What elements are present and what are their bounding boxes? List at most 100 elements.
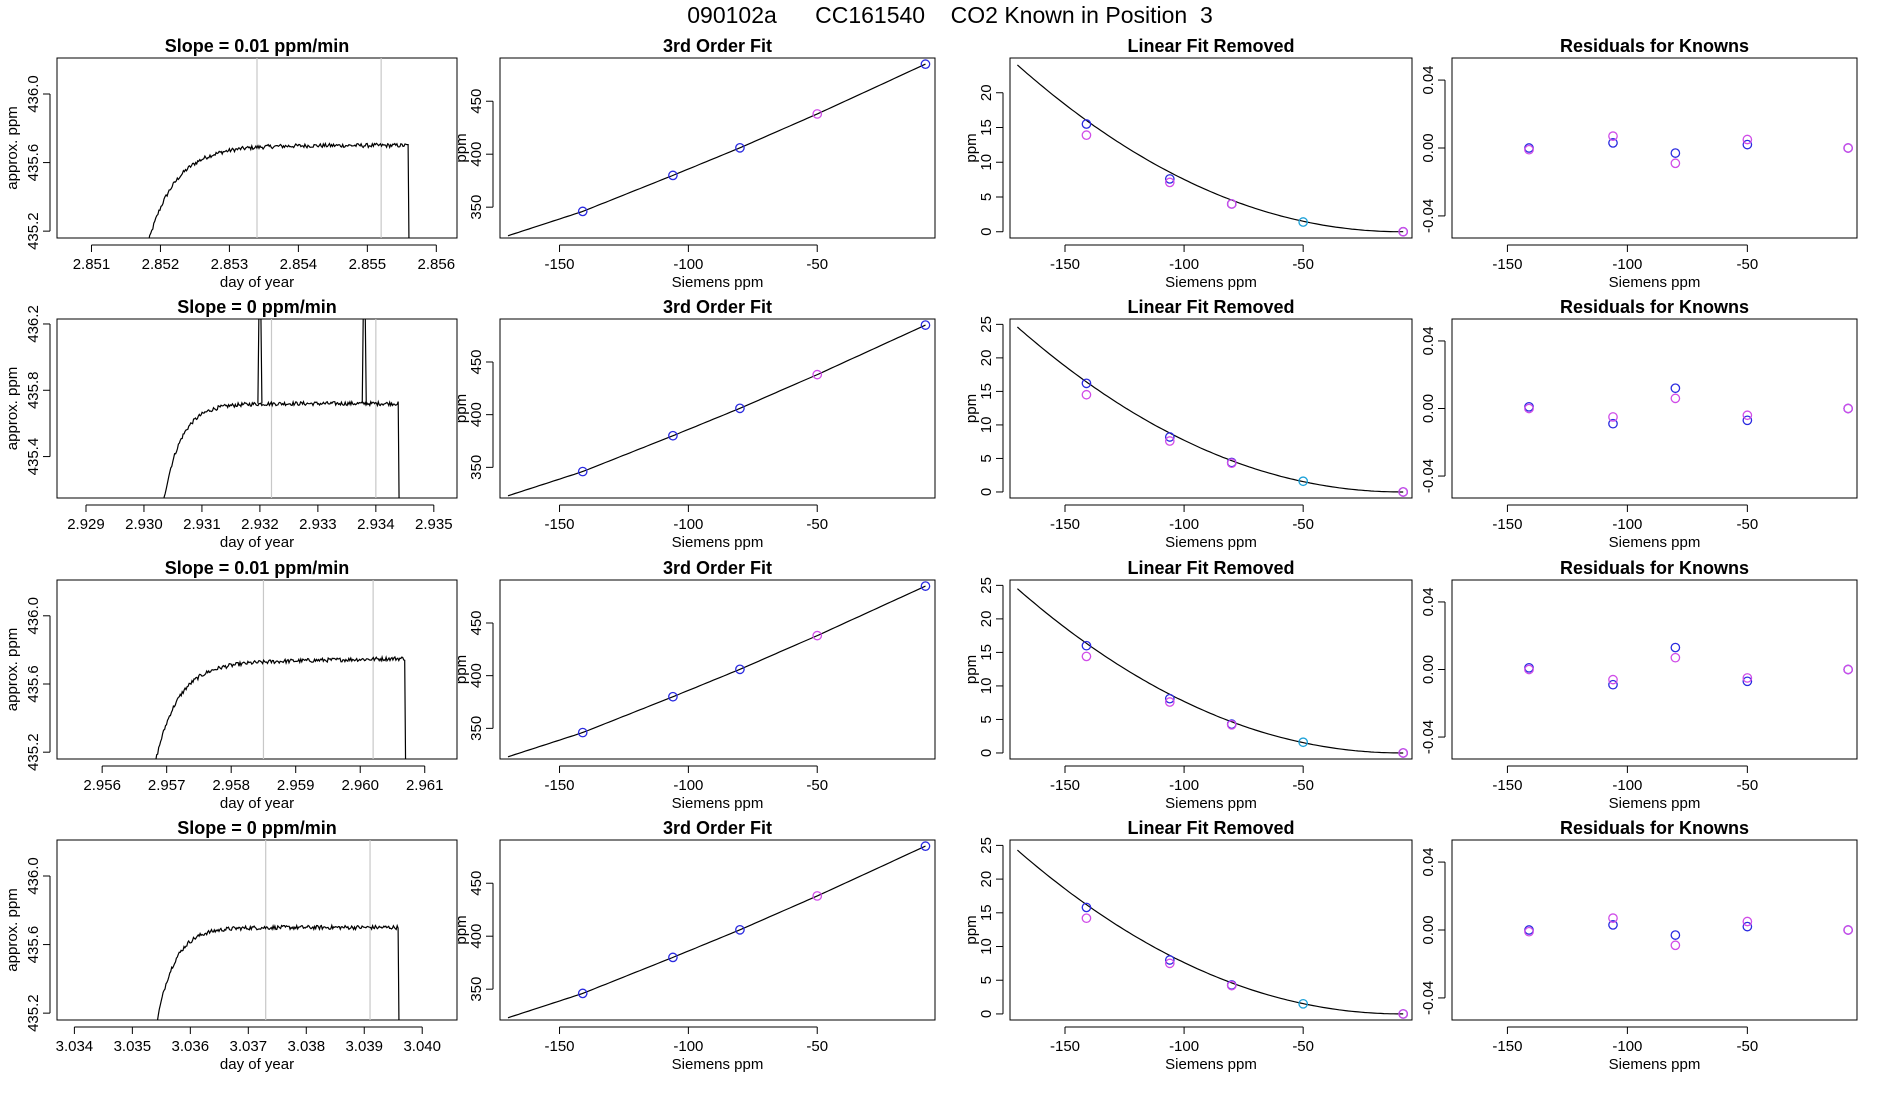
data-point-cyan bbox=[1298, 998, 1309, 1009]
x-tick-label: -50 bbox=[1292, 256, 1314, 273]
y-tick-label: -0.04 bbox=[1420, 720, 1437, 754]
y-tick-label: 25 bbox=[978, 577, 995, 594]
x-tick-label: -150 bbox=[545, 256, 575, 273]
fit-curve bbox=[507, 845, 926, 1019]
x-tick-label: -150 bbox=[1050, 1038, 1080, 1055]
y-tick-label: 10 bbox=[978, 678, 995, 695]
y-axis-label: ppm bbox=[963, 915, 980, 944]
fit-curve bbox=[507, 324, 926, 497]
fit-curve bbox=[507, 585, 926, 758]
data-point-magenta bbox=[1398, 226, 1409, 237]
y-axis-label: ppm bbox=[453, 915, 470, 944]
y-tick-label: 20 bbox=[978, 611, 995, 628]
data-point-magenta bbox=[1843, 403, 1853, 414]
y-tick-label: 0.00 bbox=[1420, 133, 1437, 162]
data-point-magenta bbox=[1742, 916, 1753, 927]
data-point-blue bbox=[1670, 930, 1681, 940]
data-point-blue bbox=[668, 170, 678, 181]
plot-frame bbox=[56, 839, 458, 1021]
x-tick-label: 2.932 bbox=[241, 516, 279, 533]
y-tick-label: 5 bbox=[978, 976, 995, 984]
data-point-magenta bbox=[1164, 436, 1175, 446]
plot-frame bbox=[1009, 318, 1413, 499]
x-tick-label: 2.856 bbox=[418, 256, 456, 273]
data-point-magenta bbox=[1226, 719, 1237, 730]
y-axis-label: ppm bbox=[453, 655, 470, 684]
panel-title: Residuals for Knowns bbox=[1560, 558, 1749, 578]
plot-frame bbox=[499, 579, 936, 760]
plot-area bbox=[156, 840, 400, 1020]
data-point-magenta bbox=[1398, 748, 1409, 758]
y-tick-label: 350 bbox=[468, 716, 485, 741]
spike-line bbox=[257, 319, 263, 404]
data-point-magenta bbox=[1670, 158, 1681, 169]
x-tick-label: -100 bbox=[1169, 1038, 1199, 1055]
data-point-blue bbox=[1164, 955, 1175, 965]
y-tick-label: 0 bbox=[978, 228, 995, 236]
plot-frame bbox=[1009, 839, 1413, 1021]
x-tick-label: -50 bbox=[806, 516, 828, 533]
y-tick-label: 435.8 bbox=[25, 371, 42, 409]
plot-area bbox=[155, 580, 407, 759]
data-point-magenta bbox=[1081, 130, 1092, 140]
x-tick-label: 2.956 bbox=[83, 777, 121, 794]
plot-area bbox=[1524, 913, 1853, 951]
data-point-magenta bbox=[1524, 926, 1534, 937]
y-tick-label: 400 bbox=[468, 663, 485, 688]
x-tick-label: -150 bbox=[1492, 1038, 1522, 1055]
panel-r0-c0: Slope = 0.01 ppm/min 2.851 2.852 2.853 2.854… bbox=[4, 36, 458, 291]
x-tick-label: 2.958 bbox=[212, 777, 250, 794]
fit-curve bbox=[1017, 849, 1404, 1015]
y-tick-label: 450 bbox=[468, 610, 485, 635]
y-tick-label: 350 bbox=[468, 195, 485, 220]
x-tick-label: 2.959 bbox=[277, 777, 315, 794]
panel-title: Linear Fit Removed bbox=[1127, 818, 1294, 838]
data-point-magenta bbox=[1164, 697, 1175, 707]
x-tick-label: -100 bbox=[1612, 256, 1642, 273]
panel-r1-c0: Slope = 0 ppm/min 2.929 2.930 2.931 2.932 2.9… bbox=[4, 297, 458, 551]
y-tick-label: 0.04 bbox=[1420, 65, 1437, 94]
plot-frame bbox=[56, 318, 458, 499]
x-tick-label: -150 bbox=[545, 1038, 575, 1055]
y-tick-label: 435.6 bbox=[25, 144, 42, 182]
x-tick-label: -150 bbox=[1492, 777, 1522, 794]
y-axis-label: approx. ppm bbox=[4, 888, 21, 971]
data-point-magenta bbox=[812, 891, 823, 901]
y-axis-label: ppm bbox=[453, 394, 470, 423]
panel-r0-c1: 3rd Order Fit -150 -100 -50 Siemens ppm 350 40… bbox=[453, 36, 936, 291]
x-tick-label: -50 bbox=[806, 777, 828, 794]
panel-r1-c3: Residuals for Knowns -150 -100 -50 Siemens p… bbox=[1420, 297, 1858, 551]
y-axis-label: ppm bbox=[453, 133, 470, 162]
x-tick-label: -50 bbox=[1737, 1038, 1759, 1055]
y-axis-label: ppm bbox=[963, 655, 980, 684]
panel-r3-c2: Linear Fit Removed -150 -100 -50 Siemens ppm… bbox=[963, 818, 1413, 1073]
data-point-blue bbox=[920, 841, 931, 851]
y-axis-label: ppm bbox=[963, 394, 980, 423]
y-tick-label: 0.00 bbox=[1420, 655, 1437, 684]
plot-area bbox=[507, 59, 931, 237]
x-tick-label: 3.040 bbox=[403, 1038, 441, 1055]
x-axis-label: Siemens ppm bbox=[672, 795, 764, 812]
y-tick-label: 435.6 bbox=[25, 926, 42, 964]
data-point-blue bbox=[577, 466, 588, 477]
y-tick-label: 0.04 bbox=[1420, 326, 1437, 355]
x-axis-label: Siemens ppm bbox=[1165, 1056, 1257, 1073]
y-axis-label: ppm bbox=[963, 133, 980, 162]
plot-area bbox=[1017, 588, 1409, 758]
fit-curve bbox=[507, 63, 926, 237]
data-point-magenta bbox=[1164, 177, 1175, 188]
data-point-magenta bbox=[812, 369, 823, 380]
data-point-blue bbox=[735, 924, 745, 935]
x-tick-label: 3.039 bbox=[345, 1038, 383, 1055]
x-tick-label: 3.038 bbox=[288, 1038, 326, 1055]
panel-title: Linear Fit Removed bbox=[1127, 558, 1294, 578]
y-tick-label: 10 bbox=[978, 154, 995, 171]
panel-title: 3rd Order Fit bbox=[663, 36, 772, 56]
y-tick-label: 20 bbox=[978, 84, 995, 101]
x-tick-label: 2.930 bbox=[125, 516, 163, 533]
x-tick-label: -50 bbox=[806, 1038, 828, 1055]
plot-frame bbox=[1451, 579, 1858, 760]
y-tick-label: 350 bbox=[468, 977, 485, 1002]
data-point-blue bbox=[735, 664, 745, 675]
